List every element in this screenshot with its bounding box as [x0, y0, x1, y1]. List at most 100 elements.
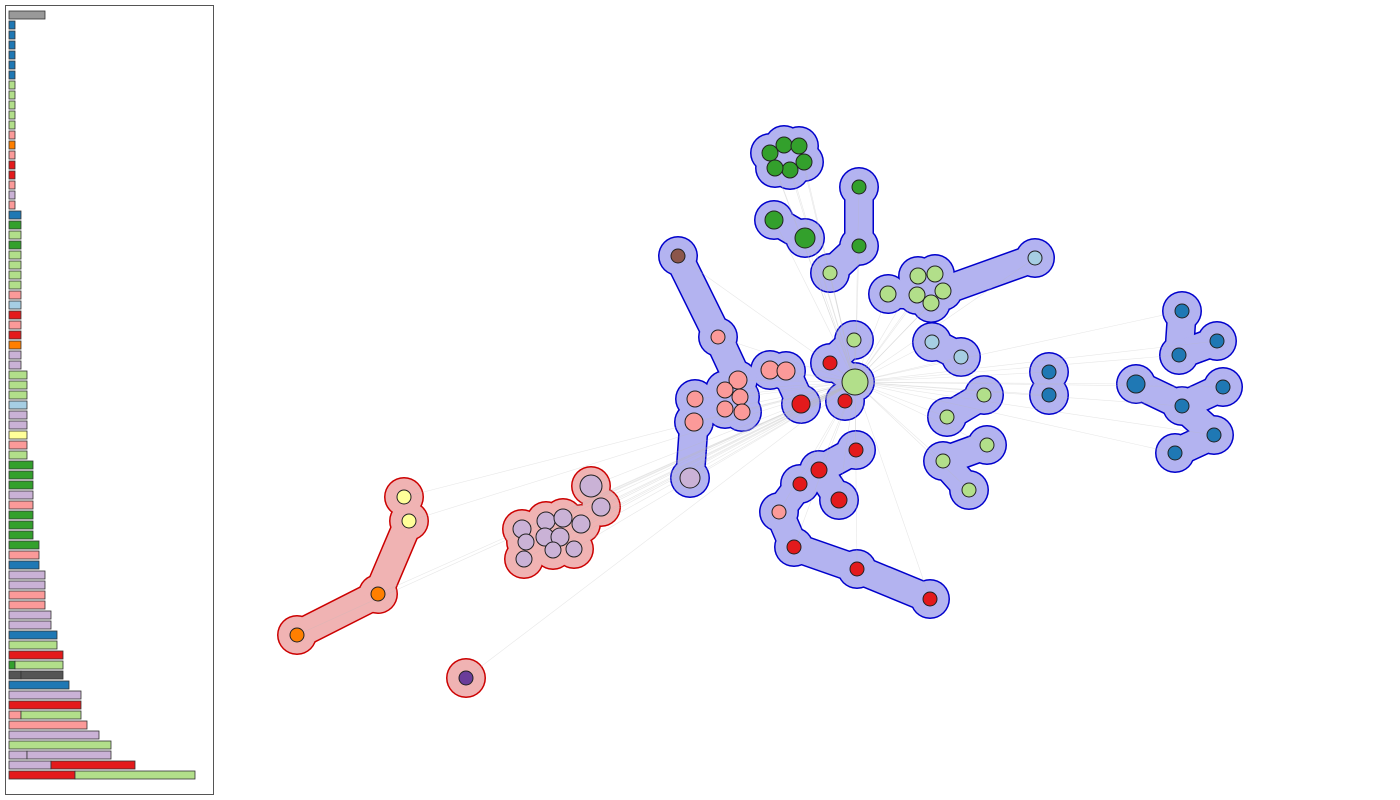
- graph-node[interactable]: [716, 400, 734, 418]
- graph-edge: [854, 381, 1137, 385]
- graph-node[interactable]: [1215, 379, 1231, 395]
- degree-bar: [8, 580, 46, 590]
- graph-node[interactable]: [1041, 364, 1057, 380]
- graph-node[interactable]: [961, 482, 977, 498]
- graph-node[interactable]: [1171, 347, 1187, 363]
- graph-node[interactable]: [401, 513, 417, 529]
- degree-bar: [8, 640, 58, 650]
- graph-edge: [377, 381, 856, 595]
- graph-node[interactable]: [1126, 374, 1146, 394]
- degree-bar: [20, 710, 82, 720]
- graph-node[interactable]: [879, 285, 897, 303]
- graph-node[interactable]: [822, 265, 838, 281]
- degree-bar: [8, 280, 22, 290]
- graph-edge: [724, 381, 856, 391]
- degree-bar: [8, 80, 16, 90]
- graph-node[interactable]: [790, 137, 808, 155]
- graph-node[interactable]: [515, 550, 533, 568]
- graph-node[interactable]: [1209, 333, 1225, 349]
- graph-node[interactable]: [553, 508, 573, 528]
- graph-node[interactable]: [686, 390, 704, 408]
- graph-node[interactable]: [786, 539, 802, 555]
- graph-node[interactable]: [771, 504, 787, 520]
- graph-node[interactable]: [781, 161, 799, 179]
- degree-bar: [8, 250, 22, 260]
- graph-node[interactable]: [761, 144, 779, 162]
- graph-node[interactable]: [731, 388, 749, 406]
- graph-node[interactable]: [579, 474, 603, 498]
- graph-node[interactable]: [837, 393, 853, 409]
- graph-node[interactable]: [939, 409, 955, 425]
- degree-bar: [8, 370, 28, 380]
- graph-edge: [689, 381, 856, 479]
- degree-bar: [8, 500, 34, 510]
- graph-node[interactable]: [458, 670, 474, 686]
- graph-node[interactable]: [1167, 445, 1183, 461]
- degree-bar: [8, 40, 16, 50]
- graph-node[interactable]: [979, 437, 995, 453]
- degree-bar: [8, 140, 16, 150]
- graph-node[interactable]: [846, 332, 862, 348]
- graph-node[interactable]: [849, 561, 865, 577]
- graph-edge: [769, 152, 856, 383]
- graph-node[interactable]: [926, 265, 944, 283]
- graph-node[interactable]: [544, 541, 562, 559]
- graph-node[interactable]: [766, 159, 784, 177]
- graph-node[interactable]: [795, 153, 813, 171]
- graph-node[interactable]: [841, 368, 869, 396]
- graph-edge: [854, 381, 970, 491]
- graph-node[interactable]: [953, 349, 969, 365]
- degree-bar: [8, 220, 22, 230]
- graph-node[interactable]: [517, 533, 535, 551]
- graph-node[interactable]: [716, 381, 734, 399]
- degree-bar: [8, 550, 40, 560]
- degree-bar: [8, 180, 16, 190]
- graph-node[interactable]: [565, 540, 583, 558]
- graph-node[interactable]: [922, 294, 940, 312]
- graph-node[interactable]: [934, 282, 952, 300]
- degree-bar: [8, 700, 82, 710]
- graph-edge: [798, 145, 856, 383]
- graph-node[interactable]: [536, 511, 556, 531]
- graph-node[interactable]: [679, 467, 701, 489]
- graph-node[interactable]: [822, 355, 838, 371]
- graph-node[interactable]: [935, 453, 951, 469]
- graph-node[interactable]: [710, 329, 726, 345]
- graph-node[interactable]: [1206, 427, 1222, 443]
- graph-node[interactable]: [1041, 387, 1057, 403]
- graph-node[interactable]: [810, 461, 828, 479]
- graph-node[interactable]: [289, 627, 305, 643]
- graph-node[interactable]: [924, 334, 940, 350]
- graph-node[interactable]: [764, 210, 784, 230]
- graph-node[interactable]: [760, 360, 780, 380]
- graph-node[interactable]: [851, 238, 867, 254]
- graph-node[interactable]: [571, 514, 591, 534]
- graph-node[interactable]: [791, 394, 811, 414]
- graph-node[interactable]: [1027, 250, 1043, 266]
- graph-node[interactable]: [830, 491, 848, 509]
- graph-node[interactable]: [792, 476, 808, 492]
- graph-node[interactable]: [733, 403, 751, 421]
- graph-node[interactable]: [1174, 303, 1190, 319]
- graph-node[interactable]: [1174, 398, 1190, 414]
- graph-edge: [854, 293, 889, 383]
- graph-node[interactable]: [851, 179, 867, 195]
- graph-node[interactable]: [684, 412, 704, 432]
- graph-node[interactable]: [848, 442, 864, 458]
- graph-node[interactable]: [976, 387, 992, 403]
- graph-node[interactable]: [776, 361, 796, 381]
- graph-edge: [854, 257, 1036, 383]
- graph-node[interactable]: [370, 586, 386, 602]
- graph-node[interactable]: [775, 136, 793, 154]
- degree-bar: [8, 450, 28, 460]
- graph-node[interactable]: [670, 248, 686, 264]
- degree-bar: [8, 350, 22, 360]
- graph-node[interactable]: [591, 497, 611, 517]
- graph-node[interactable]: [909, 267, 927, 285]
- graph-node[interactable]: [922, 591, 938, 607]
- graph-node[interactable]: [908, 286, 926, 304]
- graph-edge: [789, 169, 856, 383]
- graph-node[interactable]: [396, 489, 412, 505]
- graph-node[interactable]: [794, 227, 816, 249]
- degree-bar: [8, 290, 22, 300]
